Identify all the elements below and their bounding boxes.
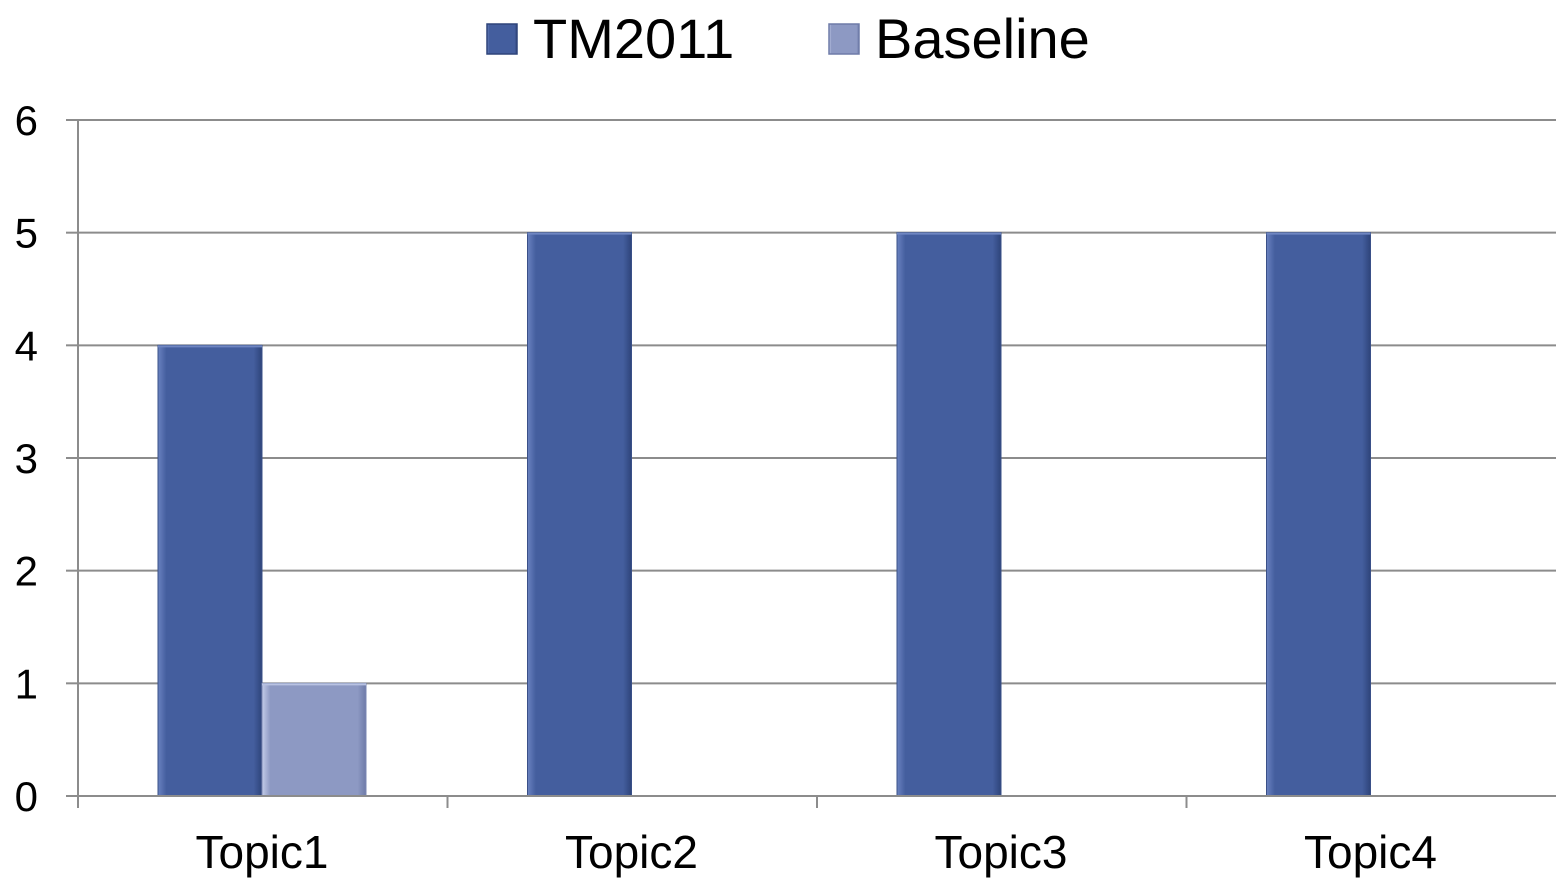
- bar-tm2011-topic3: [896, 232, 1002, 797]
- y-tick-label: 0: [15, 773, 38, 820]
- x-tick-label: Topic4: [1304, 826, 1437, 878]
- y-tick-label: 4: [15, 322, 38, 369]
- legend-swatch-tm2011: [486, 23, 518, 55]
- bar-tm2011-topic1: [157, 344, 263, 797]
- y-tick-label: 2: [15, 548, 38, 595]
- x-tick-label: Topic2: [565, 826, 698, 878]
- x-tick-labels: Topic1 Topic2 Topic3 Topic4: [196, 826, 1437, 878]
- bar-baseline-topic1: [261, 682, 367, 797]
- legend: TM2011 Baseline: [486, 7, 1090, 70]
- y-tick-label: 1: [15, 660, 38, 707]
- legend-swatch-baseline: [828, 23, 860, 55]
- y-tick-label: 3: [15, 435, 38, 482]
- legend-label-tm2011: TM2011: [533, 7, 734, 70]
- y-tick-label: 6: [15, 97, 38, 144]
- legend-label-baseline: Baseline: [875, 7, 1090, 70]
- x-tick-label: Topic3: [935, 826, 1068, 878]
- x-tick-label: Topic1: [196, 826, 329, 878]
- bar-tm2011-topic4: [1266, 232, 1371, 797]
- bars: [157, 232, 1371, 797]
- y-tick-labels: 0 1 2 3 4 5 6: [15, 97, 38, 820]
- axes: [66, 119, 1556, 808]
- y-tick-label: 5: [15, 210, 38, 257]
- bar-tm2011-topic2: [527, 232, 632, 797]
